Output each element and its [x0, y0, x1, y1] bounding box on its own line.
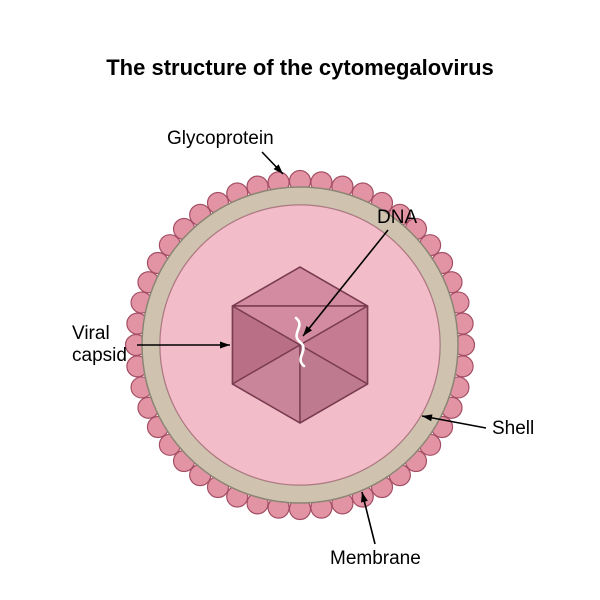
label-membrane: Membrane: [330, 548, 421, 570]
virus-diagram: [0, 0, 600, 600]
label-viral-capsid: Viral capsid: [72, 323, 127, 367]
label-shell: Shell: [492, 418, 534, 440]
label-dna: DNA: [377, 207, 417, 229]
label-glycoprotein: Glycoprotein: [167, 128, 274, 150]
diagram-stage: The structure of the cytomegalovirus Gly…: [0, 0, 600, 600]
